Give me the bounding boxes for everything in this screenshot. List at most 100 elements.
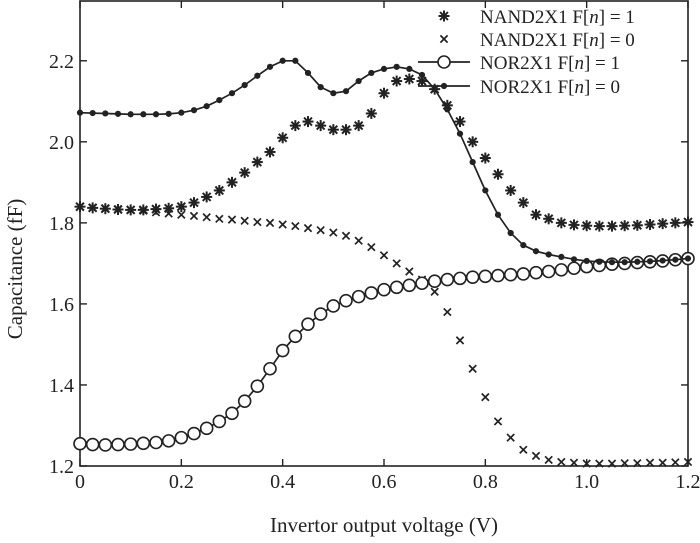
cross-marker [620,458,629,468]
open-circle-marker [275,343,290,358]
asterisk-stroke [252,157,263,167]
y-tick-label: 2.0 [49,132,74,154]
open-circle-marker [161,434,176,448]
x-tick-label: 1.2 [676,471,700,493]
x-tick-label: 1.0 [574,471,599,493]
legend-label: NAND2X1 F[n] = 0 [480,30,635,51]
asterisk-marker [467,136,479,148]
cross-marker [265,218,275,228]
asterisk-stroke [518,197,529,208]
filled-dot-marker [279,57,286,64]
cross-marker [392,259,401,268]
series-2 [75,202,693,468]
filled-dot-marker [545,251,552,258]
open-circle-marker [149,435,163,450]
x-axis-label: Invertor output voltage (V) [270,513,498,537]
asterisk-marker [251,156,263,168]
legend-label-part: NAND2X1 F[ [480,30,589,51]
open-circle-marker [326,299,341,313]
cross-stroke [113,204,123,214]
open-circle-marker [73,436,87,451]
open-circle-marker [453,271,467,286]
legend-label-part: NAND2X1 F[ [480,7,589,28]
cross-marker [240,216,249,226]
cross-stroke [240,216,249,226]
cross-stroke [481,392,490,402]
asterisk-marker [365,107,377,119]
x-tick-label: 0.4 [270,471,295,493]
open-circle-marker [250,379,265,393]
x-tick-label: 0.8 [473,471,498,493]
cross-stroke [430,287,439,296]
legend-label-part: n [574,53,584,74]
cross-marker [202,212,211,222]
cross-marker [278,220,287,229]
asterisk-marker [505,184,517,196]
cross-stroke [683,457,693,467]
asterisk-marker [669,217,681,229]
cross-marker [253,217,262,227]
cross-stroke [595,459,604,468]
asterisk-marker [403,73,415,85]
asterisk-stroke [467,137,478,147]
asterisk-marker [302,116,314,128]
asterisk-marker [581,220,593,232]
open-circle-marker [503,267,518,282]
open-circle-marker [187,426,201,441]
asterisk-stroke [366,108,377,119]
cross-stroke [316,225,325,235]
cross-marker [481,392,490,402]
cross-stroke [392,259,401,268]
asterisk-stroke [505,185,516,196]
open-circle-marker [313,307,328,321]
cross-stroke [88,203,97,212]
cross-marker [582,459,591,468]
asterisk-marker [530,209,542,221]
filled-dot-marker [482,187,489,194]
open-circle-marker [402,278,417,293]
cross-marker [683,457,693,467]
open-circle-marker [364,286,379,300]
cross-stroke [227,215,237,224]
filled-dot-marker [330,90,337,97]
y-tick-label: 1.8 [49,213,74,235]
filled-dot-marker [152,111,160,118]
plot-area [73,57,695,468]
open-circle-marker [199,421,214,436]
cross-stroke [341,231,351,241]
cross-marker [493,417,503,426]
legend-label-part: n [574,77,584,98]
filled-dot-marker [608,259,616,266]
asterisk-stroke [657,219,668,229]
filled-dot-marker [418,71,426,79]
asterisk-marker [213,184,225,196]
asterisk-stroke [594,221,605,231]
asterisk-stroke [683,217,693,227]
open-circle-marker [237,394,252,408]
cross-marker [455,336,465,345]
cross-stroke [569,458,579,467]
open-circle-marker [111,437,125,452]
cross-marker [443,307,452,317]
cross-marker [633,458,642,468]
asterisk-stroke [670,218,681,228]
asterisk-stroke [214,185,225,196]
cross-marker [658,458,667,467]
filled-dot-marker [317,84,324,91]
open-circle-marker [98,438,113,452]
cross-marker [531,451,541,461]
filled-dot-marker [228,90,236,97]
legend-filled-dot-marker [440,82,448,90]
cross-stroke [177,210,186,219]
cross-marker [607,459,617,468]
filled-dot-marker [304,69,312,77]
cross-marker [151,208,161,217]
cross-marker [126,205,135,215]
legend-open-circle-marker [437,55,451,69]
cross-marker [303,223,313,233]
filled-dot-marker [406,65,413,72]
asterisk-stroke [632,220,643,230]
filled-dot-marker [254,72,261,79]
asterisk-marker [378,87,390,99]
